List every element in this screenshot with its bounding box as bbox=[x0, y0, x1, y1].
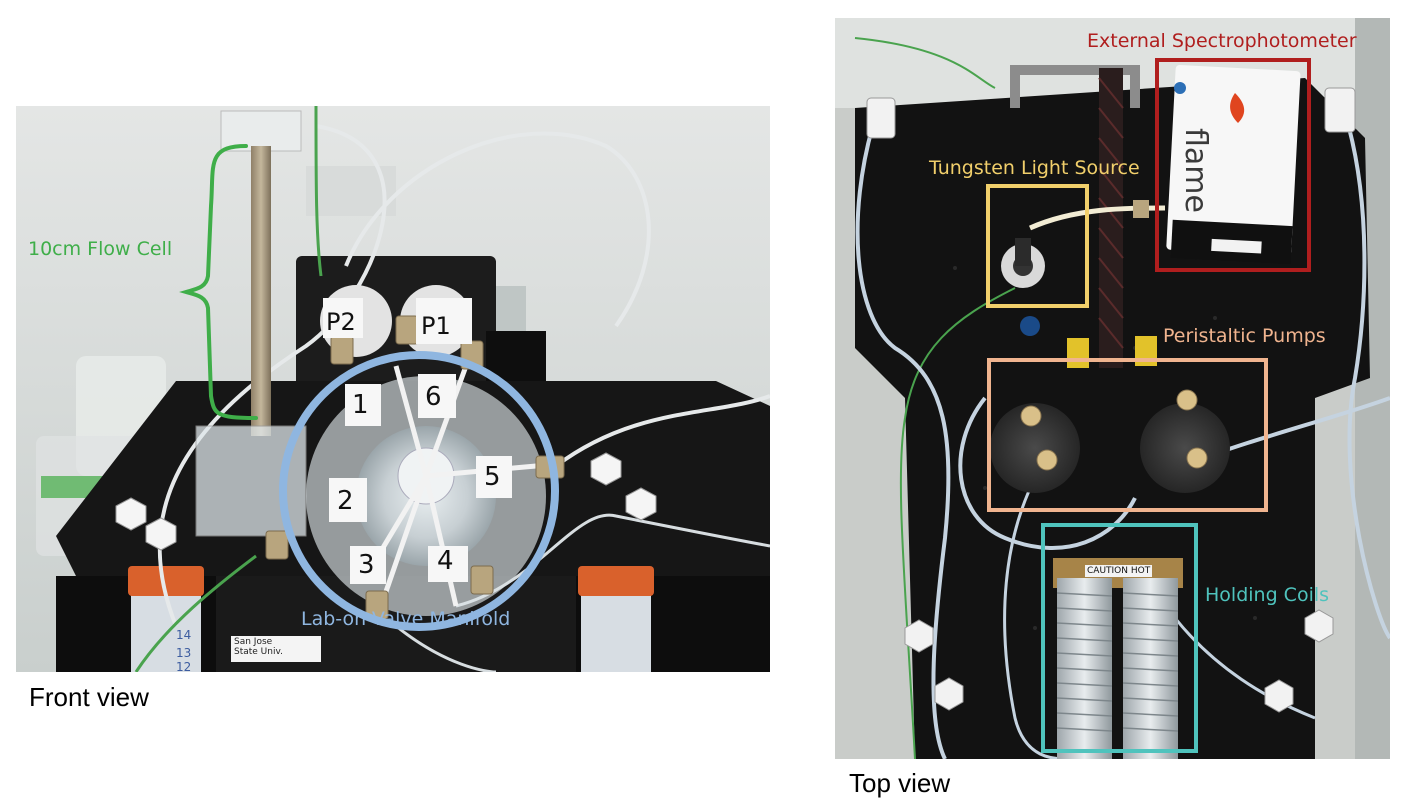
light-source-label: Tungsten Light Source bbox=[929, 157, 1140, 179]
port-number-6: 6 bbox=[425, 382, 442, 412]
flow-cell-brace bbox=[179, 144, 258, 420]
manifold-outline bbox=[279, 351, 559, 631]
pumps-outline bbox=[987, 358, 1268, 512]
pump-tag-p2: P2 bbox=[326, 308, 356, 336]
port-number-1: 1 bbox=[352, 390, 369, 420]
peristaltic-pumps-label: Peristaltic Pumps bbox=[1163, 325, 1326, 347]
manifold-label: Lab-on-Valve Manifold bbox=[301, 608, 511, 630]
top-view-photo: External Spectrophotometer Tungsten Ligh… bbox=[835, 18, 1390, 759]
spectrophotometer-label: External Spectrophotometer bbox=[1087, 30, 1357, 52]
port-number-2: 2 bbox=[337, 486, 354, 516]
holding-coils-label: Holding Coils bbox=[1205, 584, 1330, 606]
port-number-5: 5 bbox=[484, 462, 501, 492]
caution-hot-label: CAUTION HOT bbox=[1085, 565, 1153, 577]
front-view-photo: 10cm Flow Cell Lab-on-Valve Manifold P2 … bbox=[16, 106, 770, 672]
front-view-caption: Front view bbox=[29, 682, 149, 712]
tube-mark-14: 14 bbox=[176, 628, 192, 642]
light-source-outline bbox=[986, 184, 1089, 308]
university-sticker: San Jose State Univ. bbox=[234, 637, 283, 657]
front-view-scene bbox=[16, 106, 770, 672]
flame-logo-text: flame bbox=[1178, 128, 1213, 213]
tube-mark-12: 12 bbox=[176, 660, 192, 672]
spectrometer-outline bbox=[1155, 58, 1311, 272]
coils-outline bbox=[1041, 523, 1198, 753]
pump-tag-p1: P1 bbox=[421, 312, 451, 340]
port-number-4: 4 bbox=[437, 546, 454, 576]
tube-mark-13: 13 bbox=[176, 646, 192, 660]
flow-cell-label: 10cm Flow Cell bbox=[28, 238, 173, 260]
top-view-caption: Top view bbox=[849, 768, 951, 798]
top-view-scene bbox=[835, 18, 1390, 759]
port-number-3: 3 bbox=[358, 550, 375, 580]
